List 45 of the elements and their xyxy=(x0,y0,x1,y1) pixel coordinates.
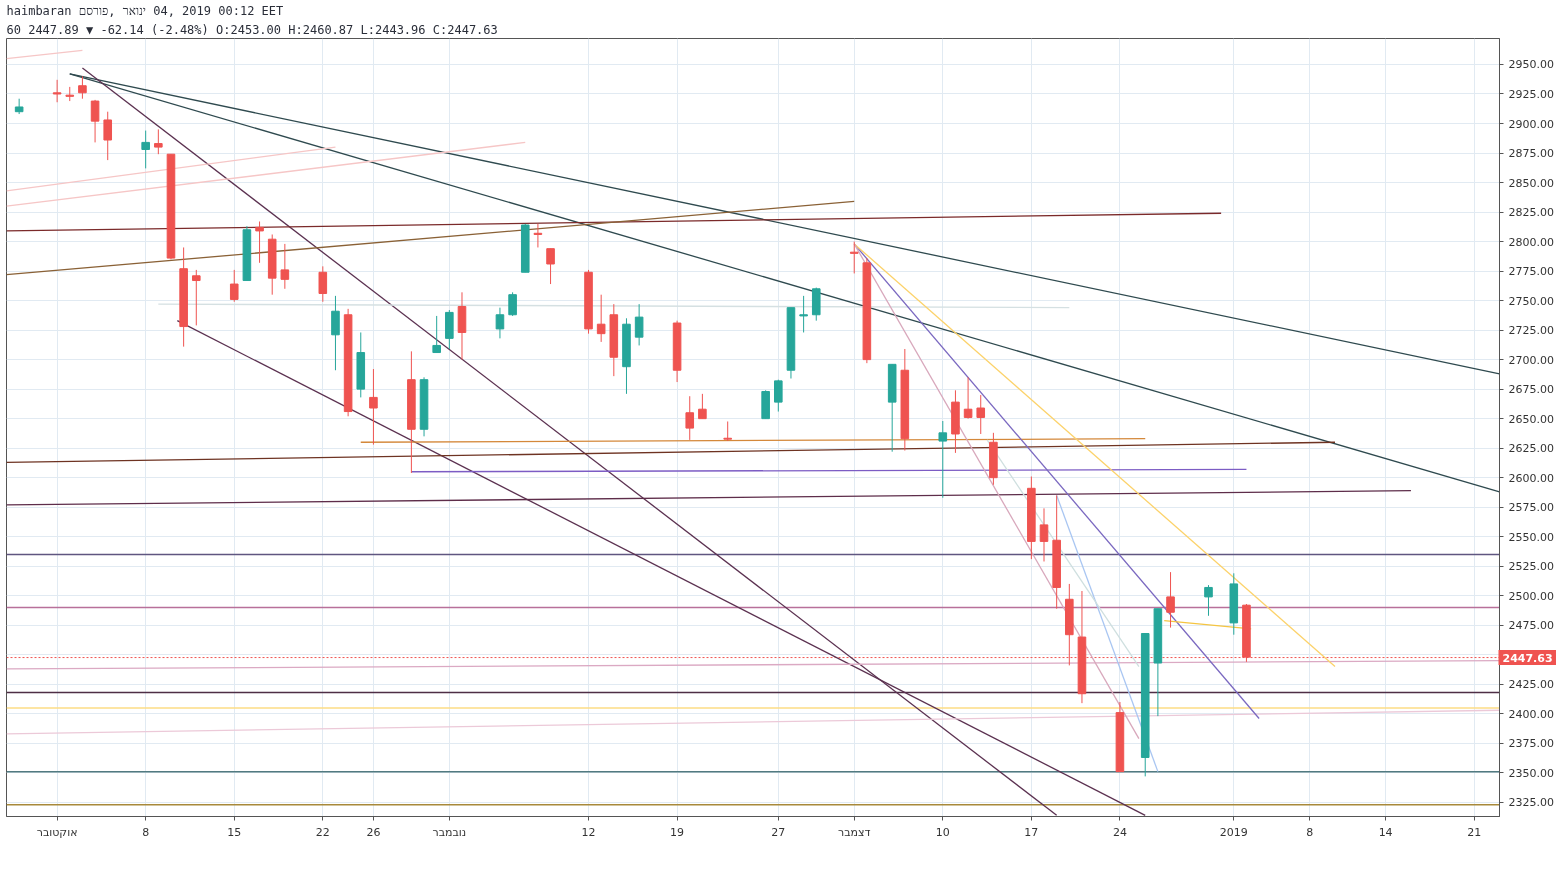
x-tick-label: 14 xyxy=(1378,825,1393,839)
y-tick-label: 2900.00 xyxy=(1508,117,1554,131)
y-tick-label: 2925.00 xyxy=(1508,87,1554,101)
y-tick-label: 2625.00 xyxy=(1508,442,1554,456)
y-tick-label: 2950.00 xyxy=(1508,58,1554,72)
y-tick-label: 2575.00 xyxy=(1508,501,1554,515)
x-tick-label: 10 xyxy=(935,825,950,839)
x-tick-label: 24 xyxy=(1112,825,1127,839)
x-tick-label: 17 xyxy=(1024,825,1039,839)
y-tick-label: 2825.00 xyxy=(1508,206,1554,220)
x-tick-label: 15 xyxy=(227,825,242,839)
y-tick-label: 2525.00 xyxy=(1508,560,1554,574)
chart-title: haimbaran פורסם, ינואר 04, 2019 00:12 EET xyxy=(6,3,284,18)
x-tick-label: 26 xyxy=(366,825,381,839)
y-tick-label: 2500.00 xyxy=(1508,589,1554,603)
y-tick-label: 2350.00 xyxy=(1508,766,1554,780)
chart-subtitle: 60 2447.89 ▼ -62.14 (-2.48%) O:2453.00 H:2460.87 L:2443.96 C:2447.63 xyxy=(6,22,498,37)
y-tick-label: 2425.00 xyxy=(1508,678,1554,692)
y-tick-label: 2400.00 xyxy=(1508,707,1554,721)
y-tick-label: 2875.00 xyxy=(1508,147,1554,161)
y-tick-label: 2700.00 xyxy=(1508,353,1554,367)
x-tick-label: נובמבר xyxy=(432,825,467,839)
y-tick-label: 2475.00 xyxy=(1508,619,1554,633)
y-tick-label: 2725.00 xyxy=(1508,324,1554,338)
x-tick-label: דצמבר xyxy=(837,825,871,839)
y-tick-label: 2550.00 xyxy=(1508,530,1554,544)
y-tick-label: 2375.00 xyxy=(1508,737,1554,751)
y-tick-label: 2650.00 xyxy=(1508,412,1554,426)
x-tick-label: אוקטובר xyxy=(36,825,78,839)
x-tick-label: 8 xyxy=(1306,825,1314,839)
x-tick-label: 27 xyxy=(771,825,786,839)
ref-line-label: 2447.63 xyxy=(1502,651,1553,665)
x-tick-label: 22 xyxy=(315,825,330,839)
y-tick-label: 2850.00 xyxy=(1508,176,1554,190)
x-tick-label: 12 xyxy=(581,825,596,839)
x-tick-label: 21 xyxy=(1467,825,1482,839)
y-tick-label: 2325.00 xyxy=(1508,796,1554,810)
x-tick-label: 8 xyxy=(142,825,150,839)
y-tick-label: 2675.00 xyxy=(1508,383,1554,397)
x-tick-label: 2019 xyxy=(1219,825,1248,839)
y-tick-label: 2600.00 xyxy=(1508,471,1554,485)
y-tick-label: 2775.00 xyxy=(1508,265,1554,279)
y-tick-label: 2800.00 xyxy=(1508,235,1554,249)
x-tick-label: 19 xyxy=(670,825,685,839)
y-tick-label: 2750.00 xyxy=(1508,294,1554,308)
